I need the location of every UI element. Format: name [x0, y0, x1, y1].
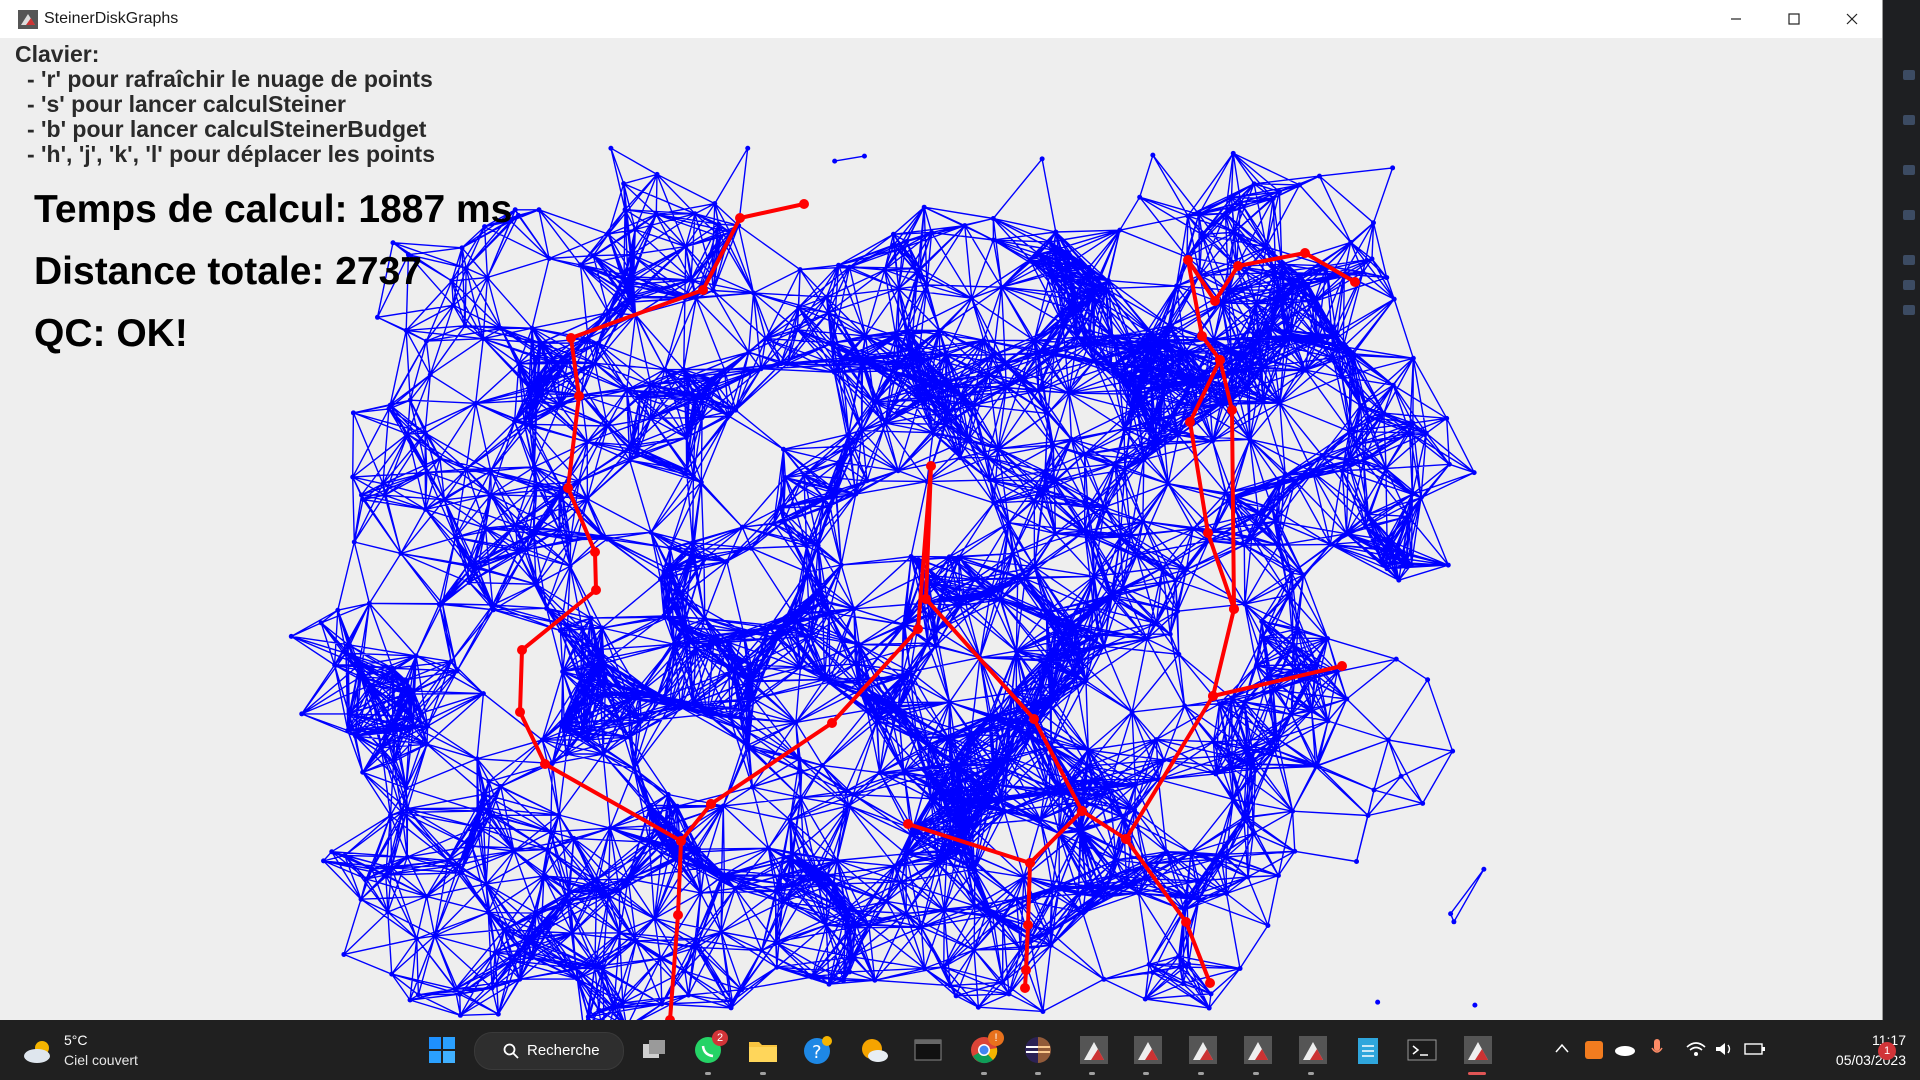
java-app-icon — [1244, 1036, 1272, 1064]
java-app-icon — [1299, 1036, 1327, 1064]
notepad-icon — [1358, 1038, 1378, 1064]
toolbar-icon — [1903, 70, 1915, 80]
start-button[interactable] — [426, 1034, 458, 1066]
taskbar: 5°C Ciel couvert Recherche 2 — [0, 1020, 1920, 1080]
chevron-up-icon[interactable] — [1554, 1042, 1570, 1054]
title-bar[interactable]: SteinerDiskGraphs — [0, 0, 1882, 38]
notepad-button[interactable] — [1352, 1034, 1384, 1066]
total-distance: Distance totale: 2737 — [34, 250, 423, 293]
help-line: - 'b' pour lancer calculSteinerBudget — [27, 116, 427, 142]
window-title: SteinerDiskGraphs — [44, 10, 179, 27]
wifi-icon[interactable] — [1686, 1040, 1706, 1058]
terminal-button[interactable] — [912, 1034, 944, 1066]
terminal-icon — [1407, 1039, 1437, 1061]
windows-start-icon — [429, 1037, 455, 1063]
app-window: SteinerDiskGraphs Clavier: - 'r' pour ra… — [0, 0, 1883, 1020]
qc-status: QC: OK! — [34, 312, 188, 355]
java-app-button-active[interactable] — [1462, 1034, 1494, 1066]
toolbar-icon — [1903, 255, 1915, 265]
search-box[interactable]: Recherche — [474, 1032, 624, 1070]
minimize-icon — [1731, 18, 1741, 20]
java-app-icon — [1189, 1036, 1217, 1064]
search-label: Recherche — [527, 1042, 600, 1059]
clock-time[interactable]: 11:17 — [1872, 1032, 1906, 1048]
close-button[interactable] — [1824, 0, 1880, 38]
volume-icon[interactable] — [1714, 1040, 1734, 1058]
weather-app-button[interactable] — [858, 1034, 890, 1066]
get-help-button[interactable]: ? — [802, 1034, 834, 1066]
chrome-button[interactable]: ! — [968, 1030, 1004, 1066]
battery-icon[interactable] — [1744, 1042, 1766, 1056]
terminal-icon — [914, 1039, 942, 1061]
minimize-button[interactable] — [1708, 0, 1764, 38]
notification-badge: 2 — [712, 1030, 728, 1046]
java-app-button[interactable] — [1132, 1034, 1164, 1066]
toolbar-icon — [1903, 305, 1915, 315]
java-app-icon — [18, 10, 38, 29]
background-window-strip — [1882, 0, 1920, 1020]
onedrive-icon[interactable] — [1614, 1042, 1636, 1056]
java-app-button[interactable] — [1187, 1034, 1219, 1066]
task-view-button[interactable] — [638, 1034, 670, 1066]
maximize-button[interactable] — [1766, 0, 1822, 38]
running-indicator — [705, 1072, 711, 1075]
java-app-button[interactable] — [1078, 1034, 1110, 1066]
java-app-button[interactable] — [1242, 1034, 1274, 1066]
search-icon — [503, 1043, 519, 1059]
task-view-icon — [643, 1040, 665, 1058]
help-heading: Clavier: — [15, 41, 100, 67]
running-indicator — [760, 1072, 766, 1075]
running-indicator — [1143, 1072, 1149, 1075]
help-line: - 'r' pour rafraîchir le nuage de points — [27, 66, 433, 92]
help-line: - 'h', 'j', 'k', 'l' pour déplacer les p… — [27, 141, 435, 167]
weather-widget[interactable]: 5°C Ciel couvert — [20, 1030, 160, 1072]
close-icon — [1846, 13, 1858, 25]
notification-badge: ! — [988, 1030, 1004, 1046]
running-indicator — [981, 1072, 987, 1075]
java-app-icon — [1464, 1036, 1492, 1064]
maximize-icon — [1788, 13, 1800, 25]
notification-center-badge[interactable]: 1 — [1878, 1042, 1896, 1060]
graph-panel[interactable]: Clavier: - 'r' pour rafraîchir le nuage … — [8, 38, 1882, 1020]
weather-description: Ciel couvert — [64, 1052, 138, 1068]
help-line: - 's' pour lancer calculSteiner — [27, 91, 346, 117]
eclipse-button[interactable] — [1022, 1034, 1054, 1066]
toolbar-icon — [1903, 115, 1915, 125]
toolbar-icon — [1903, 165, 1915, 175]
steiner-tree — [515, 199, 1360, 1020]
java-app-button[interactable] — [1297, 1034, 1329, 1066]
folder-icon — [749, 1042, 777, 1062]
weather-temperature: 5°C — [64, 1032, 88, 1048]
active-indicator — [1468, 1072, 1486, 1075]
svg-text:?: ? — [812, 1042, 822, 1063]
cloudy-weather-icon — [24, 1041, 50, 1063]
microphone-icon[interactable] — [1650, 1038, 1664, 1060]
eclipse-icon — [1025, 1037, 1051, 1063]
whatsapp-button[interactable]: 2 — [692, 1030, 728, 1066]
running-indicator — [1035, 1072, 1041, 1075]
running-indicator — [1198, 1072, 1204, 1075]
file-explorer-button[interactable] — [747, 1034, 779, 1066]
toolbar-icon — [1903, 280, 1915, 290]
running-indicator — [1308, 1072, 1314, 1075]
help-icon: ? — [804, 1036, 832, 1064]
toolbar-icon — [1903, 210, 1915, 220]
graph-canvas[interactable] — [8, 38, 1882, 1020]
running-indicator — [1253, 1072, 1259, 1075]
weather-app-icon — [862, 1039, 888, 1062]
running-indicator — [1089, 1072, 1095, 1075]
terminal-button[interactable] — [1406, 1034, 1438, 1066]
computation-time: Temps de calcul: 1887 ms — [34, 188, 513, 231]
java-app-icon — [1080, 1036, 1108, 1064]
graph-edges — [288, 145, 1487, 1020]
java-app-icon — [1134, 1036, 1162, 1064]
keyboard-help: Clavier: - 'r' pour rafraîchir le nuage … — [15, 42, 435, 167]
tray-app-icon[interactable] — [1584, 1040, 1604, 1060]
